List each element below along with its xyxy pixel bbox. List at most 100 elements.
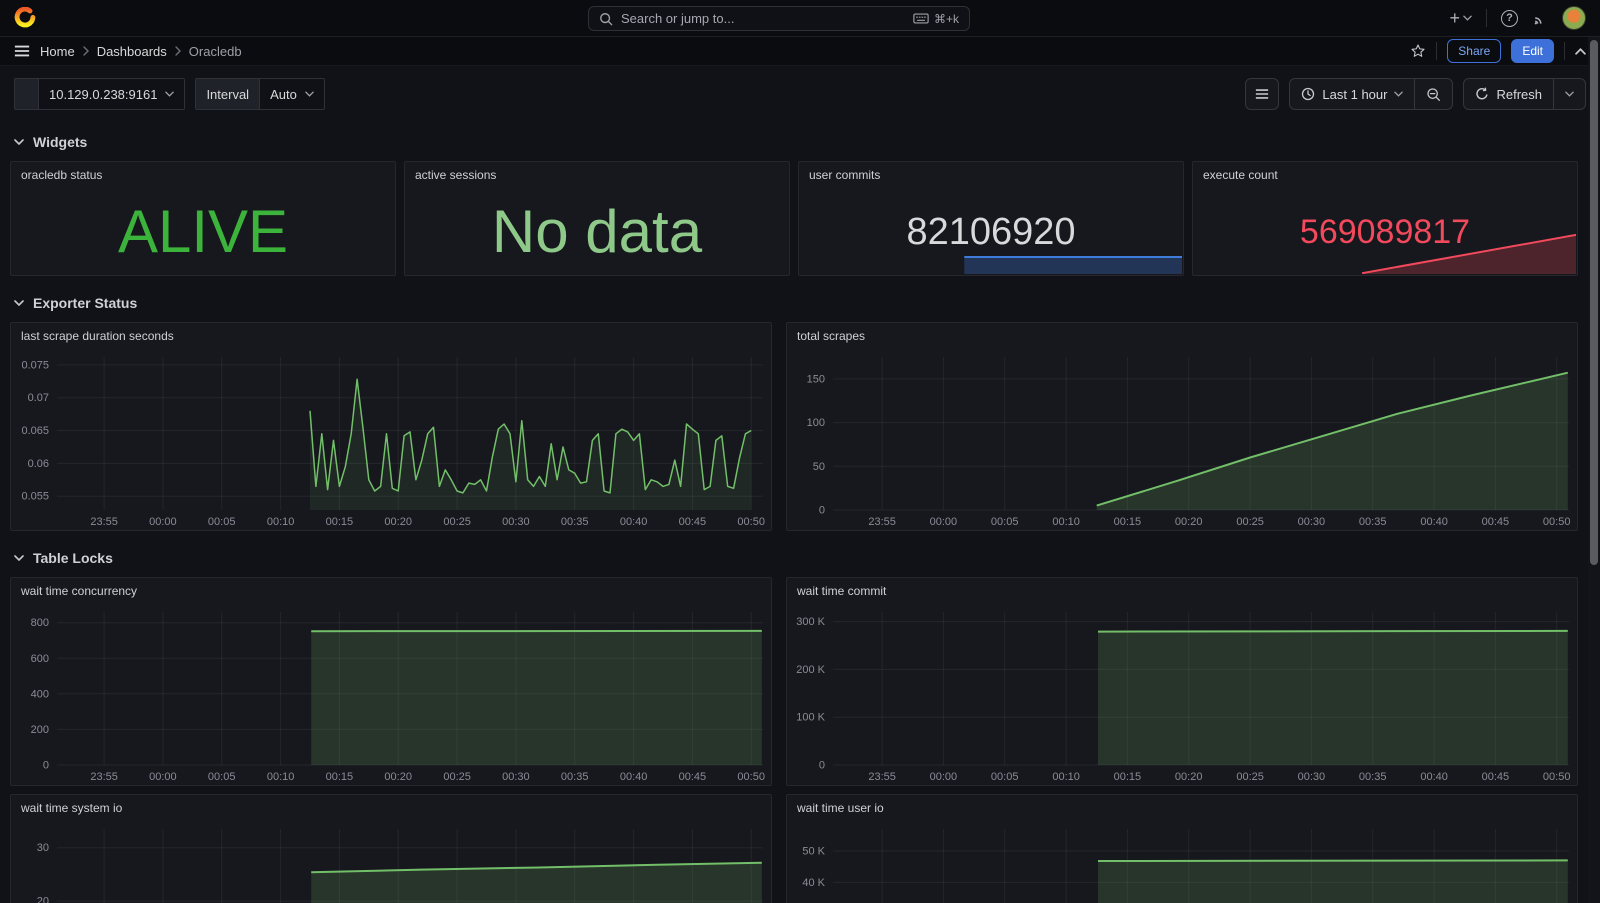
scrollbar-thumb[interactable]	[1590, 40, 1598, 565]
panel-title[interactable]: user commits	[809, 168, 881, 182]
divider	[1564, 42, 1565, 60]
svg-text:00:30: 00:30	[1298, 516, 1326, 528]
panel-title[interactable]: total scrapes	[797, 329, 866, 343]
mega-menu-button[interactable]	[14, 44, 30, 58]
svg-text:0.06: 0.06	[28, 458, 49, 470]
panel-title[interactable]: wait time commit	[797, 584, 887, 598]
svg-text:300 K: 300 K	[796, 616, 825, 628]
svg-text:00:00: 00:00	[930, 771, 958, 783]
search-input[interactable]: Search or jump to... ⌘+k	[588, 6, 970, 31]
new-menu-button[interactable]: +	[1449, 9, 1472, 27]
shortcut-label: ⌘+k	[933, 11, 959, 26]
collapse-toolbar-button[interactable]	[1575, 47, 1586, 55]
chart-last-scrape-duration[interactable]: 0.075 0.07 0.065 0.06 0.055 23:55 00:00 00:05 00…	[11, 349, 771, 530]
svg-text:20: 20	[37, 896, 49, 903]
chart-wait-time-system-io[interactable]: 302010023:5500:0000:0500:1000:1500:2000:…	[11, 821, 771, 903]
section-table-locks[interactable]: Table Locks	[14, 545, 1578, 571]
chart-total-scrapes[interactable]: 150 100 50 0 23:55 00:00 00:05 00:10 00:15 00:20 0…	[787, 349, 1577, 530]
svg-text:00:10: 00:10	[267, 771, 295, 783]
edit-button[interactable]: Edit	[1511, 39, 1554, 63]
svg-text:0.065: 0.065	[21, 425, 49, 437]
panel-title[interactable]: wait time system io	[21, 801, 123, 815]
panel-title[interactable]: execute count	[1203, 168, 1278, 182]
grafana-logo-icon[interactable]	[14, 7, 36, 29]
exporter-status-row: last scrape duration seconds 0.075 0.07 0.…	[10, 322, 1578, 531]
refresh-interval-button[interactable]	[1553, 79, 1585, 109]
svg-text:00:35: 00:35	[1359, 771, 1387, 783]
svg-text:00:15: 00:15	[326, 771, 354, 783]
dashboard-content: Widgets oracledb status ALIVE active ses…	[0, 129, 1600, 903]
svg-text:600: 600	[31, 653, 49, 665]
chart-wait-time-user-io[interactable]: 50 K40 K30 K20 K10 K023:5500:0000:0500:1…	[787, 821, 1577, 903]
panel-total-scrapes: total scrapes 150 100 50 0 23:55 00:00 00:05 00…	[786, 322, 1578, 531]
breadcrumb-dashboards[interactable]: Dashboards	[96, 43, 167, 59]
time-range-button[interactable]: Last 1 hour	[1290, 79, 1414, 109]
panel-title[interactable]: wait time concurrency	[21, 584, 138, 598]
svg-text:23:55: 23:55	[868, 516, 896, 528]
panel-title[interactable]: last scrape duration seconds	[21, 329, 174, 343]
svg-text:23:55: 23:55	[868, 771, 896, 783]
svg-text:00:30: 00:30	[502, 771, 530, 783]
help-button[interactable]: ?	[1501, 9, 1518, 27]
search-shortcut: ⌘+k	[913, 12, 959, 26]
chevron-down-icon	[1565, 91, 1574, 97]
svg-text:00:05: 00:05	[991, 516, 1019, 528]
svg-text:00:45: 00:45	[1482, 516, 1510, 528]
avatar[interactable]	[1562, 6, 1586, 30]
svg-text:00:50: 00:50	[1543, 516, 1571, 528]
svg-text:50: 50	[813, 461, 825, 473]
svg-text:00:40: 00:40	[1420, 771, 1448, 783]
chart-wait-time-concurrency[interactable]: 800 600 400 200 0 23:55 00:00 00:05 00:10 00:15 00…	[11, 604, 771, 785]
chevron-right-icon	[82, 46, 89, 56]
svg-text:00:15: 00:15	[326, 516, 354, 528]
section-exporter-status[interactable]: Exporter Status	[14, 290, 1578, 316]
svg-text:0: 0	[819, 505, 825, 517]
panel-title[interactable]: wait time user io	[797, 801, 884, 815]
section-widgets[interactable]: Widgets	[14, 129, 1578, 155]
svg-text:00:00: 00:00	[149, 771, 177, 783]
breadcrumb-home[interactable]: Home	[40, 43, 75, 59]
svg-text:00:20: 00:20	[384, 516, 412, 528]
chevron-down-icon	[14, 555, 24, 561]
svg-text:0.07: 0.07	[28, 392, 49, 404]
zoom-out-button[interactable]	[1414, 79, 1452, 109]
svg-text:00:30: 00:30	[1298, 771, 1326, 783]
svg-text:00:20: 00:20	[384, 771, 412, 783]
svg-text:00:50: 00:50	[737, 516, 765, 528]
panel-list-button[interactable]	[1245, 78, 1280, 110]
svg-text:400: 400	[31, 688, 49, 700]
refresh-group: Refresh	[1463, 78, 1586, 110]
stat-value: No data	[491, 197, 703, 265]
plus-icon: +	[1449, 8, 1460, 28]
panel-title[interactable]: active sessions	[415, 168, 497, 182]
svg-text:00:00: 00:00	[930, 516, 958, 528]
svg-text:0.055: 0.055	[21, 491, 49, 503]
svg-text:00:15: 00:15	[1114, 771, 1142, 783]
svg-text:00:40: 00:40	[1420, 516, 1448, 528]
svg-text:00:45: 00:45	[679, 771, 707, 783]
svg-text:00:45: 00:45	[1482, 771, 1510, 783]
svg-text:200 K: 200 K	[796, 664, 825, 676]
svg-text:00:10: 00:10	[1052, 516, 1080, 528]
chevron-down-icon	[165, 91, 175, 97]
chart-wait-time-commit[interactable]: 300 K 200 K 100 K 0 23:55 00:00 00:05 00:10 00:1…	[787, 604, 1577, 785]
interval-value: Auto	[270, 86, 297, 102]
svg-text:00:50: 00:50	[1543, 771, 1571, 783]
svg-text:00:35: 00:35	[561, 516, 589, 528]
panel-wait-time-system-io: wait time system io 302010023:5500:0000:…	[10, 794, 772, 903]
svg-text:00:20: 00:20	[1175, 771, 1203, 783]
share-button[interactable]: Share	[1447, 39, 1502, 63]
datasource-picker[interactable]: 10.129.0.238:9161	[14, 78, 186, 110]
star-icon	[1410, 43, 1426, 59]
refresh-button[interactable]: Refresh	[1464, 79, 1553, 109]
interval-select[interactable]: Auto	[260, 79, 324, 109]
widgets-row: oracledb status ALIVE active sessions No…	[10, 161, 1578, 276]
news-button[interactable]	[1532, 10, 1548, 26]
panel-active-sessions: active sessions No data	[404, 161, 790, 276]
favorite-button[interactable]	[1410, 43, 1426, 59]
hamburger-icon	[14, 44, 30, 58]
panel-title[interactable]: oracledb status	[21, 168, 103, 182]
scrollbar-track[interactable]	[1588, 37, 1600, 903]
time-range-value: Last 1 hour	[1322, 86, 1388, 102]
chevron-down-icon	[305, 91, 314, 97]
